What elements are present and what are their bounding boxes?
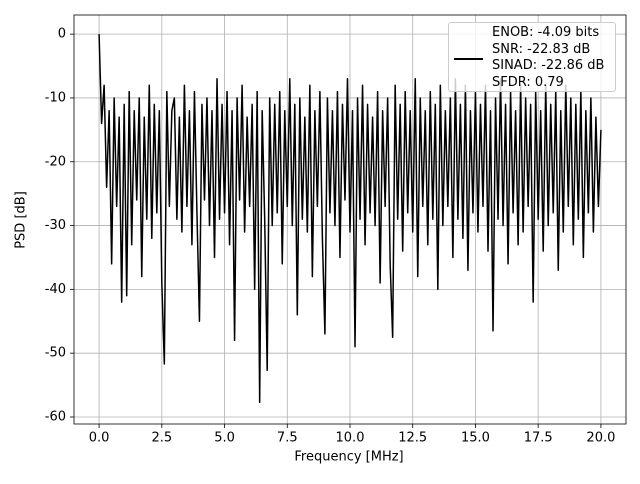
- x-tick-label: 7.5: [277, 431, 298, 446]
- y-tick-label: -30: [45, 218, 66, 233]
- y-axis-label: PSD [dB]: [14, 191, 29, 249]
- x-tick-label: 17.5: [524, 431, 553, 446]
- legend-swatch: [454, 58, 483, 60]
- legend-label: ENOB: -4.09 bits SNR: -22.83 dB SINAD: -…: [492, 25, 605, 90]
- y-tick-label: -10: [45, 90, 66, 105]
- x-tick-label: 5.0: [214, 431, 235, 446]
- legend: ENOB: -4.09 bits SNR: -22.83 dB SINAD: -…: [448, 22, 616, 92]
- y-tick-label: -20: [45, 154, 66, 169]
- x-tick-label: 10.0: [336, 431, 365, 446]
- x-axis-label: Frequency [MHz]: [294, 450, 403, 465]
- x-tick-label: 0.0: [89, 431, 110, 446]
- y-tick-label: -40: [45, 282, 66, 297]
- x-tick-label: 15.0: [461, 431, 490, 446]
- plot-frame: [73, 14, 627, 425]
- y-tick-label: -50: [45, 346, 66, 361]
- x-tick-label: 20.0: [586, 431, 615, 446]
- x-tick-label: 12.5: [398, 431, 427, 446]
- y-tick-label: -60: [45, 409, 66, 424]
- y-tick-label: 0: [58, 27, 66, 42]
- series-line: [98, 34, 602, 404]
- x-tick-label: 2.5: [151, 431, 172, 446]
